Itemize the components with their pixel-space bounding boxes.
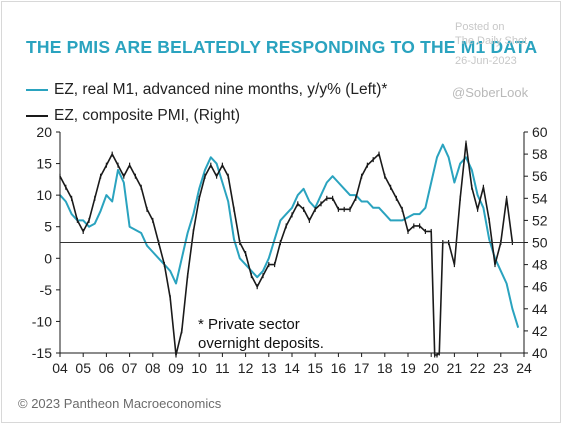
right-tick-label: 40 [532, 345, 548, 361]
left-tick-label: 15 [36, 156, 52, 172]
right-tick-label: 50 [532, 235, 548, 251]
right-tick-label: 46 [532, 279, 548, 295]
annotation-line-1: * Private sector [198, 316, 300, 333]
x-tick-label: 19 [400, 360, 416, 376]
x-tick-label: 16 [331, 360, 347, 376]
x-tick-label: 18 [377, 360, 393, 376]
legend-label-m1: EZ, real M1, advanced nine months, y/y% … [54, 81, 388, 98]
x-tick-label: 08 [145, 360, 161, 376]
legend-swatch-pmi [26, 115, 48, 117]
chart-title: THE PMIS ARE BELATEDLY RESPONDING TO THE… [26, 37, 538, 57]
x-tick-label: 10 [191, 360, 207, 376]
chart-axes: 20151050-5-10-15605856545250484644424004… [32, 124, 548, 376]
right-tick-label: 48 [532, 257, 548, 273]
legend-swatch-m1 [26, 89, 48, 91]
watermark-posted: Posted on [455, 21, 505, 33]
left-tick-label: -5 [40, 282, 53, 298]
left-tick-label: 10 [36, 187, 52, 203]
x-tick-label: 11 [215, 360, 230, 376]
x-tick-label: 24 [516, 360, 532, 376]
left-tick-label: -10 [32, 313, 52, 329]
left-tick-label: -15 [32, 345, 52, 361]
legend-label-pmi: EZ, composite PMI, (Right) [54, 107, 241, 124]
x-tick-label: 04 [52, 360, 68, 376]
x-tick-label: 12 [238, 360, 254, 376]
x-tick-label: 07 [122, 360, 138, 376]
legend-item-m1: EZ, real M1, advanced nine months, y/y% … [26, 77, 387, 103]
watermark-handle: @SoberLook [452, 85, 529, 100]
legend-item-pmi: EZ, composite PMI, (Right) [26, 103, 387, 129]
right-tick-label: 58 [532, 146, 548, 162]
left-tick-label: 20 [36, 124, 52, 140]
x-tick-label: 06 [99, 360, 115, 376]
x-tick-label: 13 [261, 360, 277, 376]
watermark-source: The Daily Shot [455, 35, 528, 47]
left-tick-label: 5 [44, 219, 52, 235]
x-tick-label: 14 [284, 360, 300, 376]
right-tick-label: 42 [532, 323, 548, 339]
x-tick-label: 20 [423, 360, 439, 376]
left-tick-label: 0 [44, 250, 52, 266]
right-tick-label: 54 [532, 190, 548, 206]
watermark-date: 26-Jun-2023 [455, 55, 517, 67]
right-tick-label: 60 [532, 124, 548, 140]
x-tick-label: 09 [168, 360, 184, 376]
x-tick-label: 15 [307, 360, 323, 376]
x-tick-label: 21 [447, 360, 463, 376]
series-line-m1 [59, 143, 520, 328]
right-tick-label: 52 [532, 212, 548, 228]
chart-annotation: * Private sector overnight deposits. [198, 315, 324, 353]
x-tick-label: 23 [493, 360, 509, 376]
footer-credit: © 2023 Pantheon Macroeconomics [18, 396, 222, 411]
chart-legend: EZ, real M1, advanced nine months, y/y% … [26, 77, 387, 129]
x-tick-label: 22 [470, 360, 486, 376]
x-tick-label: 17 [354, 360, 370, 376]
right-tick-label: 44 [532, 301, 548, 317]
x-tick-label: 05 [75, 360, 91, 376]
annotation-line-2: overnight deposits. [198, 335, 324, 352]
right-tick-label: 56 [532, 168, 548, 184]
